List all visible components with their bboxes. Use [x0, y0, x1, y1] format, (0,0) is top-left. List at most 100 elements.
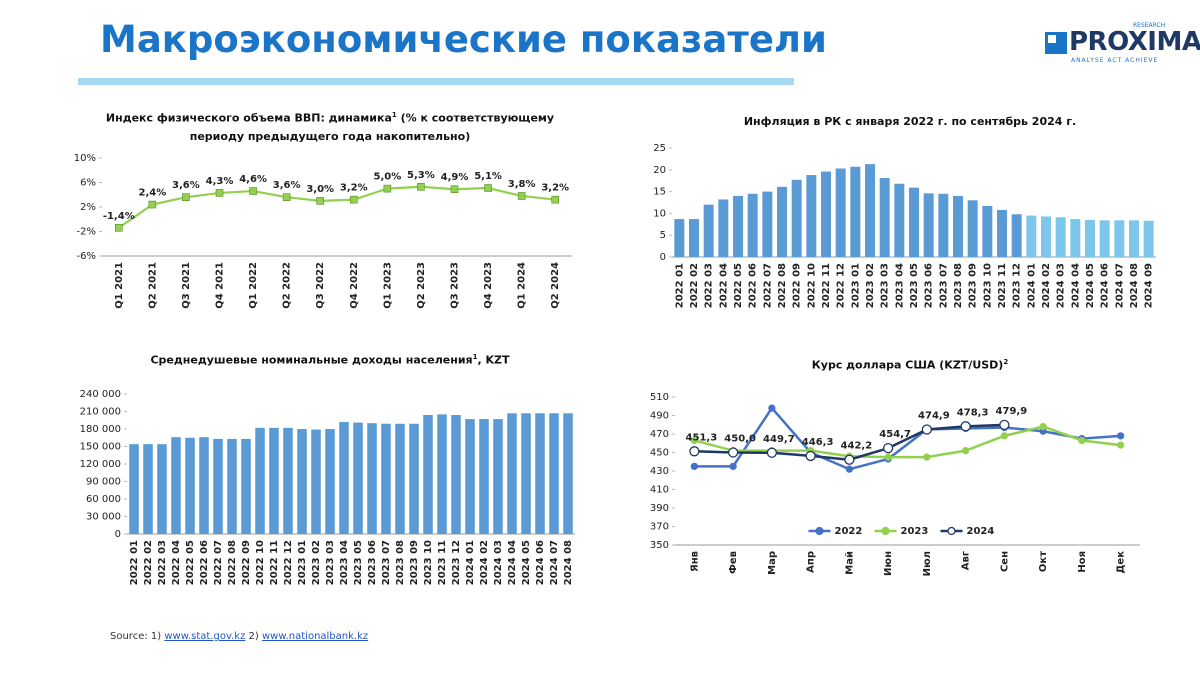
bar: [129, 444, 139, 534]
data-label: 454,7: [879, 429, 911, 440]
y-tick-label: 90 000: [86, 477, 121, 488]
bar: [674, 219, 685, 257]
logo-icon-part: [1048, 35, 1056, 43]
marker: [1078, 436, 1086, 445]
y-tick-label: 150 000: [80, 442, 121, 453]
bar: [1114, 220, 1125, 257]
x-tick-label: 2023 03: [325, 540, 336, 585]
marker: [844, 454, 855, 465]
x-tick-label: 2024 05: [521, 540, 532, 585]
x-tick-label: 2023 03: [880, 263, 891, 308]
y-tick-label: 120 000: [80, 459, 121, 470]
bar: [353, 422, 363, 534]
source-middle: 2): [248, 631, 259, 642]
x-tick-label: 2022 08: [777, 263, 788, 308]
chart-title: Среднедушевые номинальные доходы населен…: [80, 348, 580, 370]
marker: [729, 462, 737, 471]
bar: [479, 419, 489, 534]
y-tick-label: 2%: [80, 202, 96, 213]
data-label: 442,2: [841, 441, 873, 452]
x-tick-label: 2023 02: [311, 540, 322, 585]
source: Source: 1) www.stat.gov.kz 2) www.nation…: [110, 631, 368, 642]
x-tick-label: Q4 2022: [349, 262, 360, 309]
y-tick-label: 0: [660, 252, 666, 263]
x-tick-label: 2022 03: [157, 540, 168, 585]
x-tick-label: Сен: [999, 551, 1010, 572]
x-tick-label: Q2 2023: [416, 262, 427, 309]
x-tick-label: 2023 08: [395, 540, 406, 585]
y-tick-label: 10: [653, 208, 666, 219]
x-tick-label: 2024 05: [1085, 263, 1096, 308]
bar: [982, 205, 993, 257]
x-tick-label: Окт: [1038, 551, 1049, 572]
x-tick-label: 2023 07: [381, 540, 392, 585]
x-tick-label: 2024 03: [493, 540, 504, 585]
x-tick-label: 2023 09: [409, 540, 420, 585]
bar: [507, 413, 517, 534]
x-tick-label: Q3 2023: [450, 262, 461, 309]
x-tick-label: Мар: [767, 551, 778, 575]
marker: [690, 436, 699, 445]
x-tick-label: 2022 04: [718, 263, 729, 308]
line: [694, 425, 1121, 459]
data-label: 3,6%: [172, 180, 200, 191]
marker: [689, 446, 700, 457]
x-tick-label: 2022 05: [733, 263, 744, 308]
y-tick-label: 210 000: [80, 407, 121, 418]
x-tick-label: 2023 04: [894, 263, 905, 308]
bar: [423, 415, 433, 534]
x-tick-label: 2024 06: [535, 540, 546, 585]
x-tick-label: 2024 04: [1070, 263, 1081, 308]
x-tick-label: Q2 2021: [147, 262, 158, 309]
x-tick-label: 2023 12: [451, 540, 462, 585]
bar: [806, 175, 817, 257]
bar: [997, 209, 1007, 257]
bar: [367, 423, 377, 534]
marker: [282, 193, 291, 201]
y-tick-label: 180 000: [80, 424, 121, 435]
chart-title-text: Среднедушевые номинальные доходы населен…: [150, 353, 473, 367]
x-tick-label: 2022 08: [227, 540, 238, 585]
x-tick-label: 2022 03: [704, 263, 715, 308]
x-tick-label: Май: [844, 551, 855, 575]
x-tick-label: 2024 08: [563, 540, 574, 585]
x-tick-label: 2022 09: [241, 540, 252, 585]
y-tick-label: 20: [653, 165, 666, 176]
x-tick-label: 2024 03: [1056, 263, 1067, 308]
marker: [383, 184, 392, 193]
title-underline: [78, 78, 794, 85]
x-tick-label: Q3 2022: [315, 262, 326, 309]
marker: [884, 453, 892, 461]
marker: [316, 197, 325, 205]
x-tick-label: Дек: [1116, 551, 1127, 574]
bar: [894, 183, 905, 257]
marker: [805, 450, 816, 462]
y-tick-label: 410: [650, 485, 669, 496]
legend-swatch: [881, 526, 890, 536]
x-tick-label: 2024 01: [1026, 263, 1037, 308]
chart-title-text: Инфляция в РК с января 2022 г. по сентяб…: [743, 115, 1077, 128]
marker: [1000, 432, 1009, 440]
bar: [213, 438, 223, 534]
source-link[interactable]: www.nationalbank.kz: [261, 631, 369, 642]
bar: [493, 419, 503, 534]
legend-label: 2024: [967, 526, 995, 537]
x-tick-label: 2023 01: [297, 540, 308, 585]
y-tick-label: -6%: [77, 251, 96, 262]
x-tick-label: Фев: [728, 551, 739, 574]
bar: [157, 444, 167, 534]
x-tick-label: Q1 2024: [517, 262, 528, 309]
x-tick-label: Q3 2021: [181, 262, 192, 309]
y-tick-label: 0: [115, 529, 121, 540]
source-link[interactable]: www.stat.gov.kz: [164, 631, 246, 642]
y-tick-label: 470: [650, 429, 669, 440]
marker: [923, 453, 931, 461]
x-tick-label: Q2 2022: [282, 262, 293, 309]
bar: [171, 437, 181, 534]
bar: [185, 437, 195, 534]
marker: [450, 185, 459, 194]
bar: [339, 422, 349, 534]
bar: [311, 429, 321, 534]
bar: [325, 429, 335, 534]
